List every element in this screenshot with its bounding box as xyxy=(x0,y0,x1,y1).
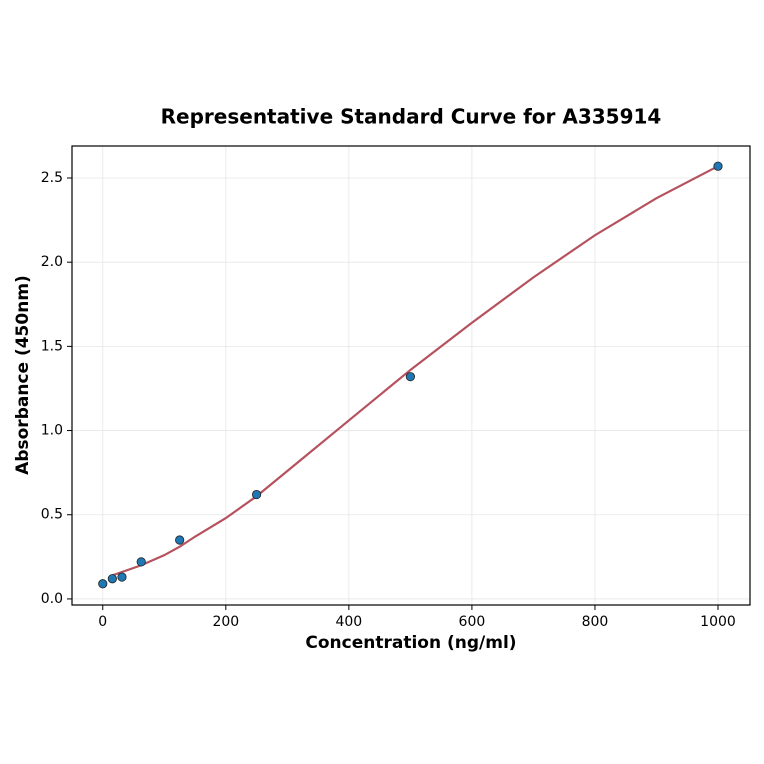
chart-title: Representative Standard Curve for A33591… xyxy=(161,105,662,129)
data-point xyxy=(405,372,415,382)
y-tick-label: 2.5 xyxy=(41,170,63,186)
data-point xyxy=(117,572,127,582)
fit-curve xyxy=(111,165,719,577)
x-tick-label: 200 xyxy=(212,614,239,630)
x-tick-label: 800 xyxy=(582,614,609,630)
x-tick-label: 600 xyxy=(459,614,486,630)
data-point xyxy=(713,161,723,171)
plot-frame xyxy=(71,145,751,606)
x-tick-label: 0 xyxy=(98,614,107,630)
data-point xyxy=(107,574,117,584)
x-axis-label: Concentration (ng/ml) xyxy=(305,633,516,653)
y-tick-label: 1.0 xyxy=(41,423,63,439)
y-tick-label: 0.0 xyxy=(41,591,63,607)
data-point xyxy=(136,557,146,567)
data-point xyxy=(175,535,185,545)
x-tick-label: 1000 xyxy=(700,614,736,630)
y-tick-label: 0.5 xyxy=(41,507,63,523)
data-point xyxy=(251,489,262,500)
y-tick-label: 1.5 xyxy=(41,338,63,354)
y-tick-label: 2.0 xyxy=(41,254,63,270)
y-axis-label: Absorbance (450nm) xyxy=(13,275,33,475)
data-point xyxy=(98,579,108,589)
x-tick-label: 400 xyxy=(335,614,362,630)
